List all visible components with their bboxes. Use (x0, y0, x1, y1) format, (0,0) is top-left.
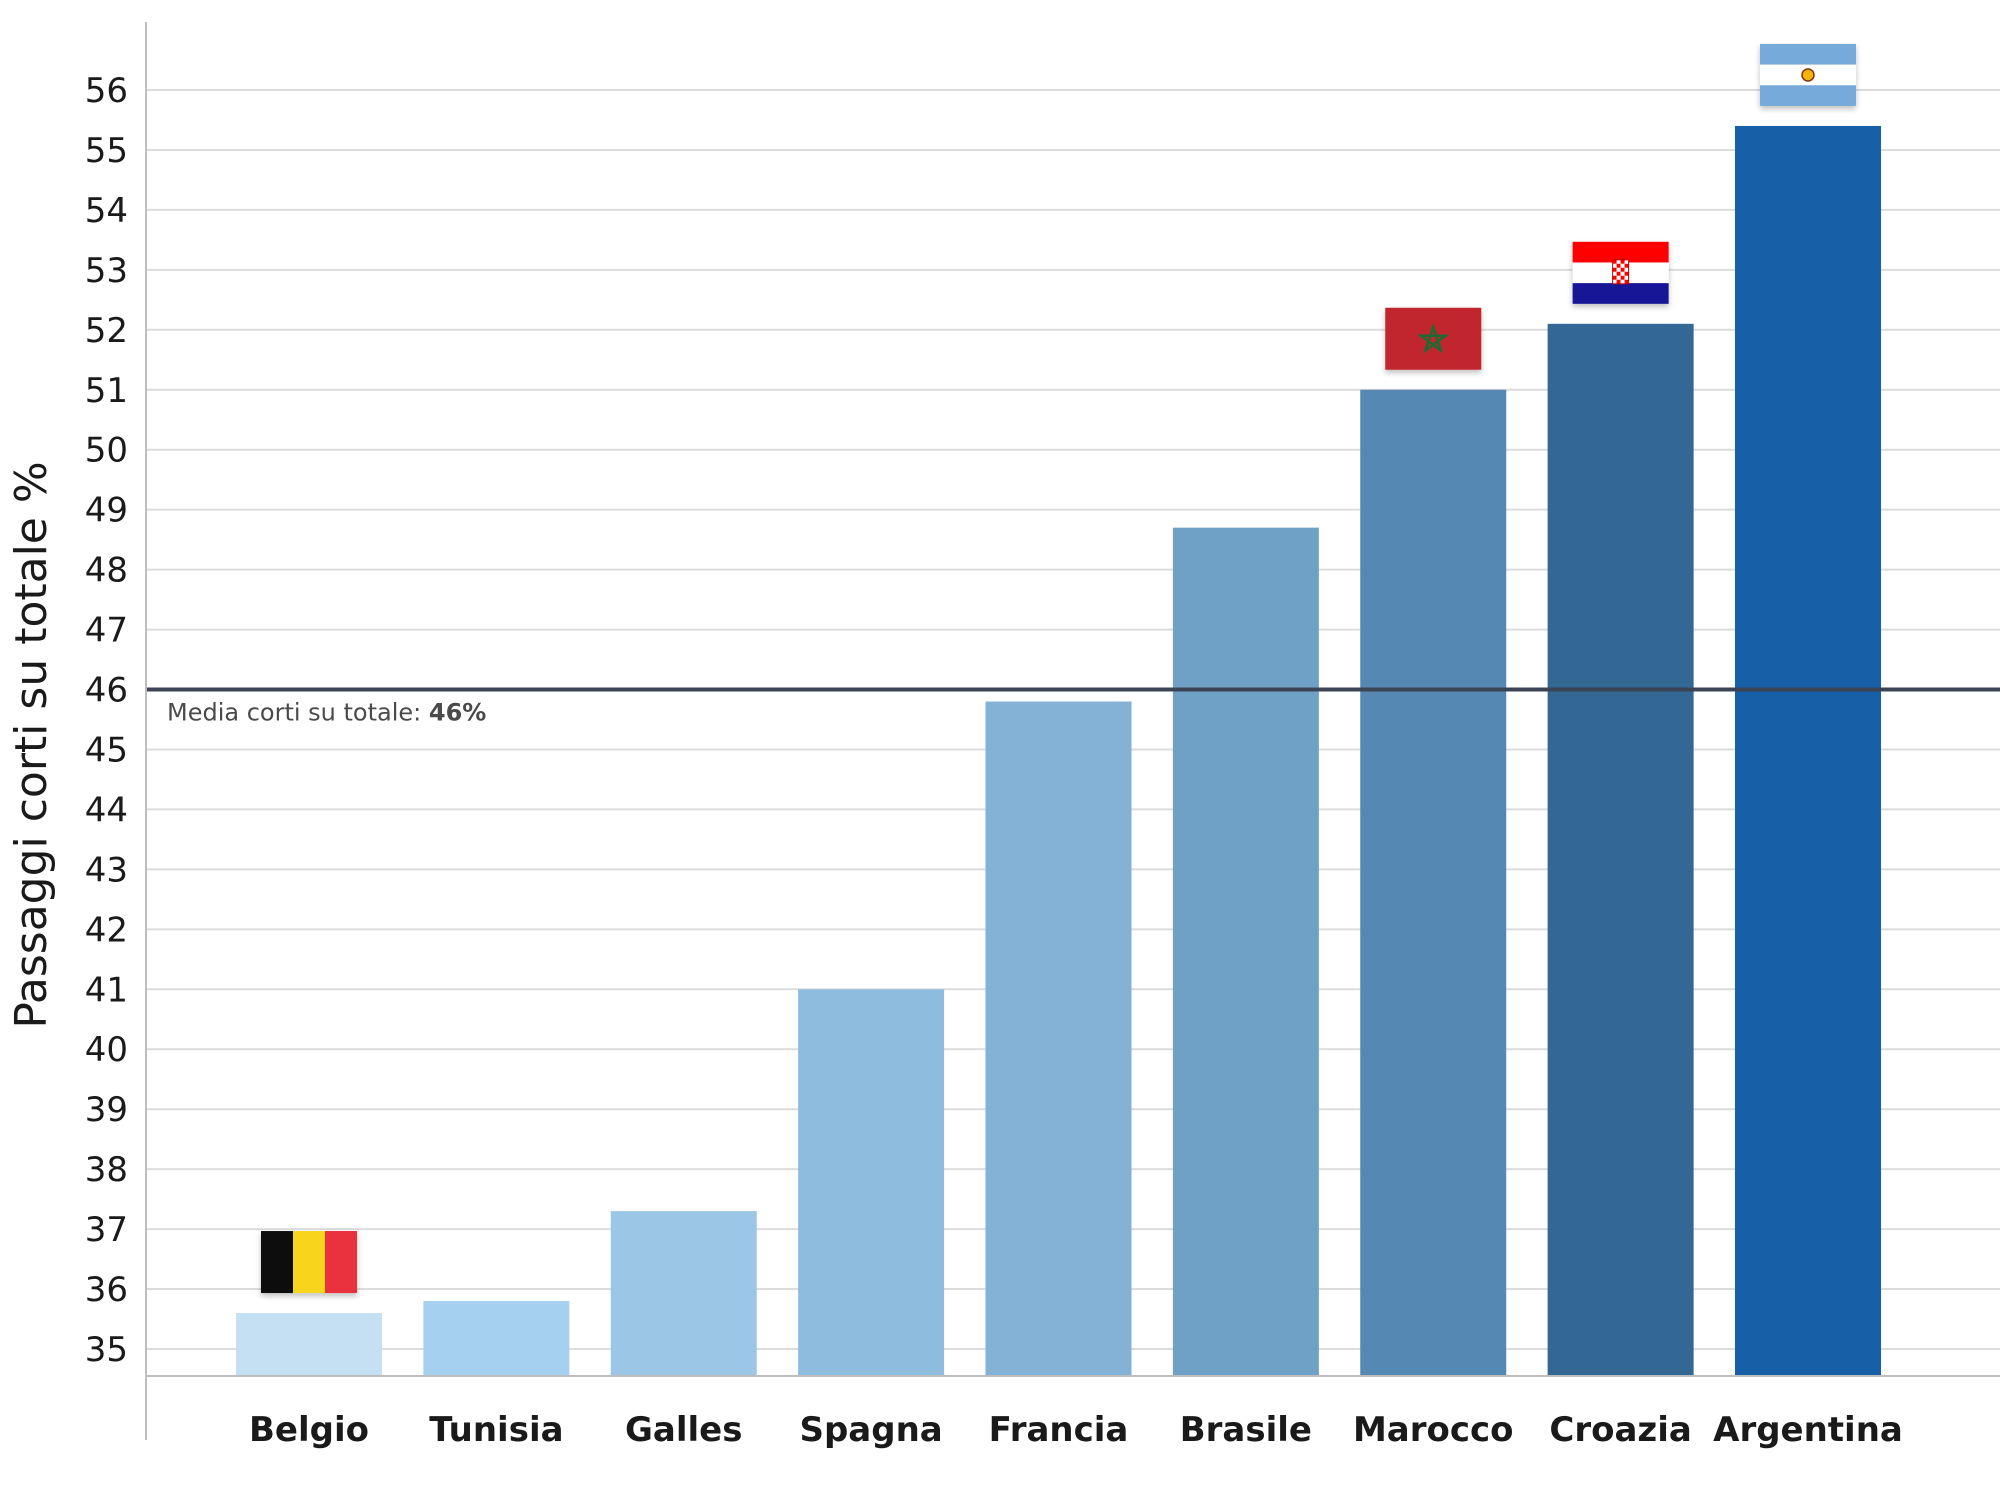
y-axis-ticks: 35 36 37 38 39 40 41 42 43 44 45 46 47 48 49 50 51 52 53 54… (85, 71, 128, 1370)
x-tick-label: Marocco (1353, 1410, 1514, 1450)
bar-brasile (1172, 527, 1319, 1376)
belgium-flag-icon (261, 1231, 357, 1294)
average-line-label: Media corti su totale: 46% (167, 699, 486, 727)
morocco-flag-icon (1385, 307, 1482, 370)
y-tick-label: 36 (85, 1270, 128, 1310)
y-tick-label: 49 (85, 491, 128, 531)
average-label-prefix: Media corti su totale: (167, 699, 429, 727)
x-tick-label: Croazia (1549, 1410, 1691, 1450)
y-tick-label: 46 (85, 671, 128, 711)
bar-croazia (1547, 323, 1694, 1376)
y-tick-label: 39 (85, 1090, 128, 1130)
bar-galles (610, 1211, 757, 1376)
average-line: Media corti su totale: 46% (146, 687, 2000, 727)
y-tick-label: 50 (85, 431, 128, 471)
x-axis-labels: Belgio Tunisia Galles Spagna Francia Brasile M… (249, 1410, 1903, 1450)
x-tick-label: Spagna (799, 1410, 942, 1450)
y-tick-label: 41 (85, 970, 128, 1010)
y-tick-label: 45 (85, 730, 128, 770)
y-tick-label: 38 (85, 1150, 128, 1190)
y-tick-label: 52 (85, 311, 128, 351)
y-tick-label: 35 (85, 1330, 128, 1370)
y-tick-label: 40 (85, 1030, 128, 1070)
y-tick-label: 48 (85, 551, 128, 591)
x-tick-label: Francia (989, 1410, 1129, 1450)
flags (261, 43, 1856, 1294)
bar-belgio (236, 1313, 382, 1376)
y-tick-label: 47 (85, 611, 128, 651)
x-tick-label: Belgio (249, 1410, 369, 1450)
y-tick-label: 56 (85, 71, 128, 111)
y-tick-label: 54 (85, 191, 128, 231)
bar-francia (985, 701, 1132, 1376)
croatia-flag-icon (1572, 241, 1669, 304)
bar-tunisia (423, 1301, 570, 1376)
y-tick-label: 37 (85, 1210, 128, 1250)
bar-argentina (1735, 125, 1881, 1376)
argentina-flag-icon (1760, 43, 1856, 106)
y-tick-label: 55 (85, 131, 128, 171)
y-tick-label: 53 (85, 251, 128, 291)
x-tick-label: Galles (625, 1410, 742, 1450)
bars (236, 125, 1881, 1376)
y-tick-label: 51 (85, 371, 128, 411)
y-axis-label: Passaggi corti su totale % (6, 461, 57, 1028)
bar-spagna (798, 989, 945, 1376)
average-label-value: 46% (429, 699, 486, 727)
bar-marocco (1360, 389, 1507, 1376)
x-tick-label: Argentina (1713, 1410, 1903, 1450)
x-tick-label: Tunisia (429, 1410, 563, 1450)
x-tick-label: Brasile (1180, 1410, 1312, 1450)
y-tick-label: 44 (85, 790, 128, 830)
y-tick-label: 42 (85, 910, 128, 950)
y-tick-label: 43 (85, 850, 128, 890)
